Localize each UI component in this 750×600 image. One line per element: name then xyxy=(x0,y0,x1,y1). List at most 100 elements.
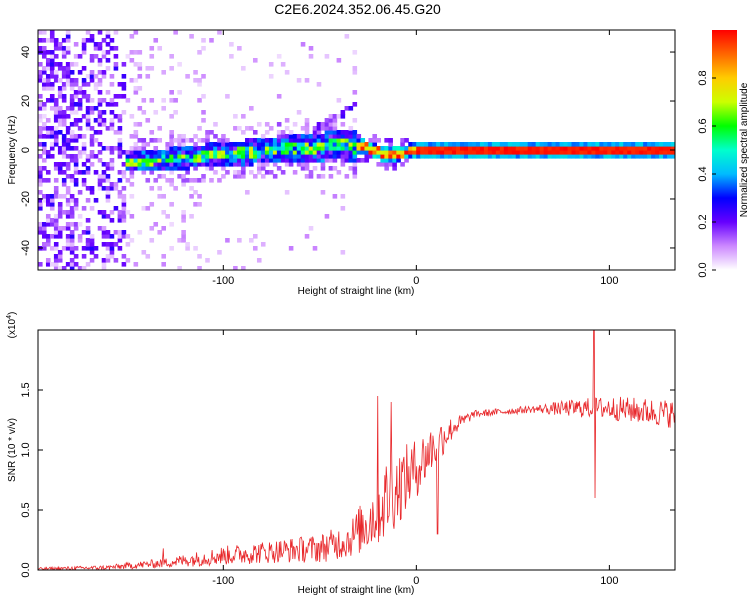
spectrogram-cell xyxy=(45,38,51,43)
spectrogram-cell xyxy=(304,126,310,131)
spectrogram-cell xyxy=(284,70,290,75)
spectrogram-cell xyxy=(272,150,278,155)
spectrogram-cell xyxy=(97,142,103,147)
spectrogram-cell xyxy=(300,166,306,171)
spectrogram-cell xyxy=(61,74,67,79)
spectrogram-cell xyxy=(193,154,198,159)
spectrogram-cell xyxy=(599,154,604,159)
spectrogram-cell xyxy=(149,130,155,135)
spectrogram-cell xyxy=(113,46,119,51)
spectrogram-cell xyxy=(89,106,95,111)
spectrogram-cell xyxy=(165,162,170,167)
spectrogram-cell xyxy=(225,162,230,167)
spectrogram-cell xyxy=(161,194,166,199)
spectrogram-cell xyxy=(555,146,561,151)
spectrogram-cell xyxy=(85,198,91,203)
spectrogram-cell xyxy=(324,150,330,155)
spectrogram-cell xyxy=(129,194,135,199)
spectrogram-cell xyxy=(300,134,306,139)
spectrogram-cell xyxy=(201,146,206,151)
spectrogram-cell xyxy=(260,142,266,147)
spectrogram-cell xyxy=(49,198,55,203)
spectrogram-cell xyxy=(53,106,59,111)
spectrogram-cell xyxy=(312,146,318,151)
spectrogram-cell xyxy=(117,230,123,235)
spectrogram-cell xyxy=(161,158,166,163)
spectrogram-cell xyxy=(217,150,222,155)
spectrogram-cell xyxy=(69,130,75,135)
spectrogram-cell xyxy=(157,158,163,163)
spectrogram-cell xyxy=(324,118,330,123)
spectrogram-cell xyxy=(268,146,274,151)
spectrogram-cell xyxy=(344,174,350,179)
spectrogram-cell xyxy=(113,66,119,71)
spectrogram-cell xyxy=(109,186,115,191)
spectrogram-cell xyxy=(149,154,155,159)
spectrogram-cell xyxy=(209,166,214,171)
spectrogram-cell xyxy=(304,174,310,179)
spectrogram-cell xyxy=(360,158,366,163)
spectrogram-cell xyxy=(149,186,155,191)
spectrogram-cell xyxy=(352,174,358,179)
spectrogram-cell xyxy=(169,166,174,171)
spectrogram-cell xyxy=(336,142,342,147)
spectrogram-cell xyxy=(284,190,290,195)
spectrogram-cell xyxy=(372,154,378,159)
spectrogram-cell xyxy=(125,242,131,247)
spectrogram-cell xyxy=(185,158,190,163)
spectrogram-cell xyxy=(352,138,358,143)
spectrogram-cell xyxy=(340,158,346,163)
spectrogram-cell xyxy=(388,146,393,151)
spectrogram-cell xyxy=(348,134,354,139)
spectrogram-cell xyxy=(225,142,230,147)
spectrogram-cell xyxy=(73,102,79,107)
spectrogram-cell xyxy=(61,194,67,199)
spectrogram-cell xyxy=(157,126,163,131)
spectrogram-cell xyxy=(276,142,282,147)
spectrogram-cell xyxy=(304,78,310,83)
spectrogram-cell xyxy=(440,146,445,151)
spectrogram-cell xyxy=(109,74,115,79)
spectrogram-cell xyxy=(288,130,294,135)
spectrogram-cell xyxy=(312,150,318,155)
spectrogram-cell xyxy=(444,150,449,155)
spectrogram-cell xyxy=(121,214,127,219)
spectrogram-cell xyxy=(145,150,151,155)
spectrogram-cell xyxy=(113,146,119,151)
spectrogram-cell xyxy=(463,150,469,155)
spectrogram-cell xyxy=(264,122,270,127)
spectrogram-cell xyxy=(89,54,95,59)
spectrogram-cell xyxy=(324,146,330,151)
spectrogram-cell xyxy=(61,118,67,123)
spectrogram-cell xyxy=(113,206,119,211)
spectrogram-cell xyxy=(217,142,222,147)
spectrogram-cell xyxy=(181,138,186,143)
spectrogram-cell xyxy=(260,242,266,247)
spectrogram-cell xyxy=(300,138,306,143)
spectrogram-cell xyxy=(45,262,51,267)
spectrogram-cell xyxy=(149,226,155,231)
spectrogram-cell xyxy=(133,146,139,151)
spectrogram-cell xyxy=(53,38,59,43)
spectrogram-cell xyxy=(181,210,186,215)
spectrogram-cell xyxy=(117,194,123,199)
spectrogram-cell xyxy=(260,162,266,167)
spectrogram-cell xyxy=(288,146,294,151)
spectrogram-cell xyxy=(113,62,119,67)
spectrogram-cell xyxy=(133,130,139,135)
spectrogram-cell xyxy=(487,150,493,155)
spectrogram-cell xyxy=(97,90,103,95)
spectrogram-cell xyxy=(41,38,47,43)
spectrogram-cell xyxy=(356,134,362,139)
spectrogram-cell xyxy=(61,226,67,231)
spectrogram-cell xyxy=(157,138,163,143)
spectrogram-cell xyxy=(272,174,278,179)
spectrogram-cell xyxy=(483,154,489,159)
spectrogram-cell xyxy=(515,154,521,159)
spectrogram-cell xyxy=(77,170,83,175)
spectrogram-cell xyxy=(288,142,294,147)
spectrogram-cell xyxy=(304,118,310,123)
spectrogram-cell xyxy=(376,154,381,159)
spectrogram-cell xyxy=(380,162,385,167)
spectrogram-cell xyxy=(292,122,298,127)
